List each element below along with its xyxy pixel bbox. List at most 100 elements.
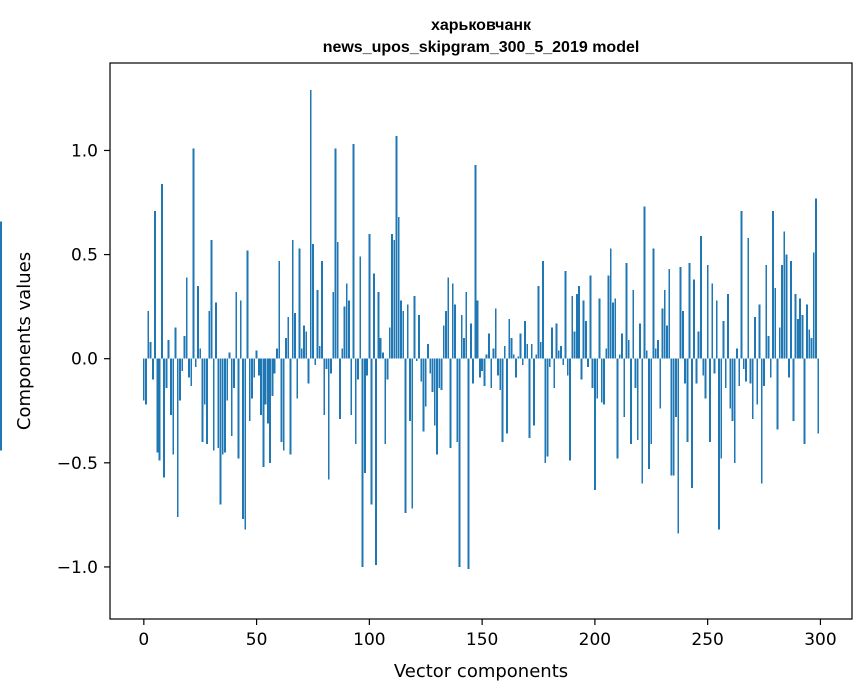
bar-5	[154, 210, 156, 359]
bar-93	[352, 144, 355, 359]
bar-189	[569, 358, 571, 461]
bar-15	[176, 358, 179, 517]
bar-297	[812, 252, 815, 359]
bar-166	[517, 356, 520, 359]
plot-frame	[109, 62, 853, 620]
y-tick-label: 1.0	[71, 141, 98, 161]
bar-29	[208, 310, 211, 359]
x-tick-label: 150	[466, 630, 498, 650]
bar-278	[769, 358, 772, 378]
bar-92	[350, 358, 353, 415]
bar-296	[810, 337, 813, 359]
bar-78	[318, 346, 321, 359]
bar-38	[228, 352, 231, 359]
bar-217	[632, 289, 635, 359]
bar-295	[808, 329, 811, 359]
bar-115	[402, 310, 405, 359]
bar-52	[260, 358, 262, 415]
bar-150	[481, 358, 484, 372]
bar-11	[167, 339, 170, 359]
bar-231	[663, 289, 666, 359]
bar-65	[289, 358, 292, 455]
x-tick-label: 300	[804, 630, 836, 650]
bar-127	[429, 358, 432, 374]
bar-26	[201, 358, 204, 442]
bar-169	[524, 321, 526, 359]
bar-57	[271, 358, 274, 397]
bar-76	[314, 358, 317, 365]
y-axis-ticks: −1.0 −0.5 0.0 0.5 1.0	[57, 141, 110, 578]
bar-175	[537, 285, 540, 359]
bar-137	[451, 283, 454, 359]
bar-161	[506, 358, 508, 434]
bar-157	[497, 358, 499, 376]
bar-79	[321, 260, 323, 359]
bar-291	[799, 298, 802, 359]
bar-34	[219, 358, 222, 505]
bar-3	[149, 342, 152, 359]
bar-141	[460, 314, 463, 359]
bar-202	[598, 298, 601, 359]
bar-237	[677, 358, 680, 534]
bar-77	[316, 289, 319, 359]
bar-64	[287, 317, 290, 359]
bar-255	[718, 358, 720, 530]
bar-267	[745, 358, 747, 382]
bar-228	[657, 339, 659, 359]
bar-194	[580, 358, 583, 380]
bar-107	[384, 358, 387, 445]
bar-131	[438, 358, 441, 388]
bar-68	[296, 358, 299, 399]
bar-122	[418, 314, 420, 359]
bar-162	[508, 319, 511, 359]
y-tick-label: −1.0	[57, 558, 98, 578]
bar-99	[366, 358, 368, 376]
bar-245	[695, 358, 698, 384]
bar-173	[533, 358, 535, 426]
bar-283	[781, 264, 783, 359]
bar-180	[548, 358, 551, 368]
bar-218	[634, 358, 637, 388]
bar-36	[224, 358, 226, 453]
bar-83	[330, 358, 332, 374]
bar-159	[501, 358, 504, 442]
x-tick-label: 100	[353, 630, 385, 650]
bar-37	[226, 358, 229, 401]
bar-151	[483, 358, 486, 386]
bar-277	[767, 335, 770, 359]
bar-163	[510, 337, 513, 359]
bar-263	[736, 348, 738, 359]
bar-201	[596, 358, 599, 399]
bar-41	[235, 292, 238, 359]
bar-224	[648, 358, 650, 470]
bar-73	[307, 358, 310, 384]
bar-140	[458, 358, 461, 567]
bar-100	[368, 233, 371, 359]
bar-185	[560, 346, 562, 359]
bar-254	[715, 300, 718, 359]
bar-101	[370, 358, 373, 505]
bar-13	[172, 358, 175, 455]
bar-49	[253, 358, 256, 378]
bar-59	[275, 348, 278, 359]
bar-53	[262, 358, 265, 467]
bar-143	[465, 292, 468, 359]
bar-80	[323, 358, 326, 415]
y-tick-label: −0.5	[57, 454, 98, 474]
bar-147	[474, 165, 477, 359]
bar-158	[499, 358, 502, 390]
bar-298	[815, 198, 817, 359]
bar-198	[589, 275, 592, 359]
bar-210	[616, 358, 619, 459]
bar-266	[742, 358, 745, 370]
bar-17	[181, 358, 184, 372]
bar-106	[381, 352, 384, 359]
bar-104	[377, 292, 380, 359]
bar-10	[165, 358, 168, 388]
bar-262	[733, 358, 736, 463]
bar-61	[280, 358, 283, 442]
bar-168	[521, 358, 524, 365]
bar-203	[600, 358, 603, 403]
bar-290	[796, 319, 799, 359]
